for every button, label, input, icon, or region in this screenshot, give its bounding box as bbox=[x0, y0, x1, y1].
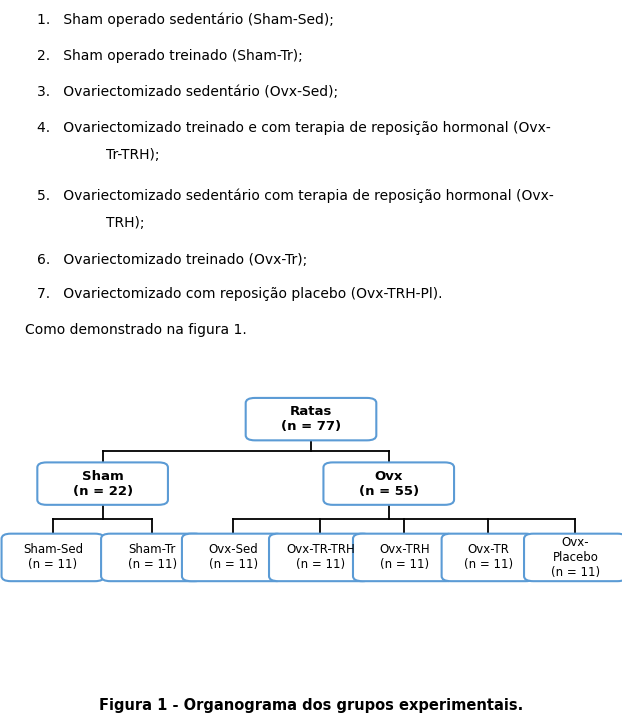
Text: Ovx-TR-TRH
(n = 11): Ovx-TR-TRH (n = 11) bbox=[286, 544, 355, 571]
Text: 7.   Ovariectomizado com reposição placebo (Ovx-TRH-Pl).: 7. Ovariectomizado com reposição placebo… bbox=[37, 287, 443, 301]
Text: Sham-Sed
(n = 11): Sham-Sed (n = 11) bbox=[23, 544, 83, 571]
FancyBboxPatch shape bbox=[182, 534, 285, 581]
Text: 1.   Sham operado sedentário (Sham-Sed);: 1. Sham operado sedentário (Sham-Sed); bbox=[37, 12, 334, 27]
FancyBboxPatch shape bbox=[37, 462, 168, 505]
Text: 4.   Ovariectomizado treinado e com terapia de reposição hormonal (Ovx-: 4. Ovariectomizado treinado e com terapi… bbox=[37, 121, 551, 135]
Text: Sham
(n = 22): Sham (n = 22) bbox=[73, 469, 132, 497]
Text: Ovx
(n = 55): Ovx (n = 55) bbox=[359, 469, 419, 497]
Text: Como demonstrado na figura 1.: Como demonstrado na figura 1. bbox=[25, 323, 247, 337]
Text: Ovx-TR
(n = 11): Ovx-TR (n = 11) bbox=[464, 544, 513, 571]
FancyBboxPatch shape bbox=[323, 462, 454, 505]
Text: Ovx-
Placebo
(n = 11): Ovx- Placebo (n = 11) bbox=[551, 536, 600, 579]
FancyBboxPatch shape bbox=[246, 398, 376, 440]
FancyBboxPatch shape bbox=[101, 534, 204, 581]
Text: 6.   Ovariectomizado treinado (Ovx-Tr);: 6. Ovariectomizado treinado (Ovx-Tr); bbox=[37, 253, 307, 266]
FancyBboxPatch shape bbox=[269, 534, 372, 581]
Text: 3.   Ovariectomizado sedentário (Ovx-Sed);: 3. Ovariectomizado sedentário (Ovx-Sed); bbox=[37, 85, 338, 99]
FancyBboxPatch shape bbox=[353, 534, 455, 581]
Text: Sham-Tr
(n = 11): Sham-Tr (n = 11) bbox=[128, 544, 177, 571]
Text: Ovx-Sed
(n = 11): Ovx-Sed (n = 11) bbox=[208, 544, 258, 571]
Text: Tr-TRH);: Tr-TRH); bbox=[106, 147, 159, 162]
FancyBboxPatch shape bbox=[524, 534, 622, 581]
FancyBboxPatch shape bbox=[2, 534, 104, 581]
Text: TRH);: TRH); bbox=[106, 217, 144, 230]
FancyBboxPatch shape bbox=[442, 534, 535, 581]
Text: 5.   Ovariectomizado sedentário com terapia de reposição hormonal (Ovx-: 5. Ovariectomizado sedentário com terapi… bbox=[37, 188, 554, 202]
Text: 2.   Sham operado treinado (Sham-Tr);: 2. Sham operado treinado (Sham-Tr); bbox=[37, 48, 303, 63]
Text: Ovx-TRH
(n = 11): Ovx-TRH (n = 11) bbox=[379, 544, 430, 571]
Text: Figura 1 - Organograma dos grupos experimentais.: Figura 1 - Organograma dos grupos experi… bbox=[99, 698, 523, 713]
Text: Ratas
(n = 77): Ratas (n = 77) bbox=[281, 405, 341, 433]
